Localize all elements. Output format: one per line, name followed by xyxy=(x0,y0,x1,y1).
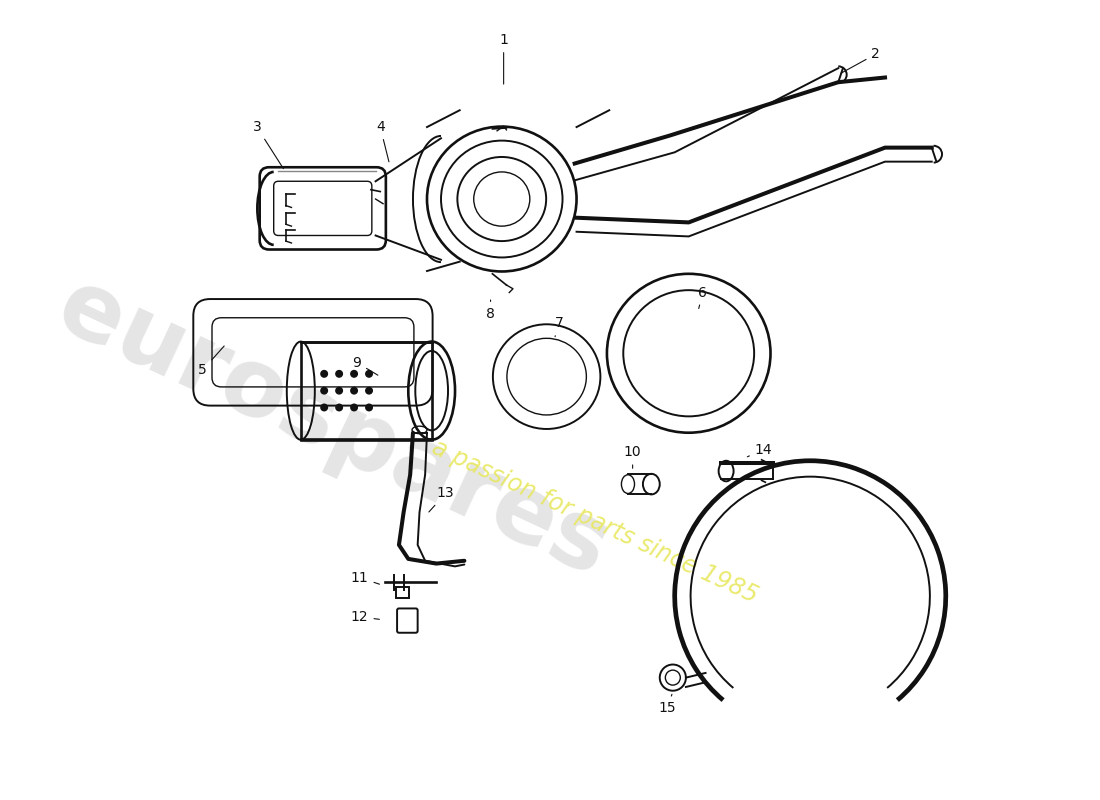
Circle shape xyxy=(351,404,358,410)
Text: 14: 14 xyxy=(747,442,772,457)
Text: 7: 7 xyxy=(556,316,564,337)
Circle shape xyxy=(321,404,328,410)
Text: 3: 3 xyxy=(253,120,284,169)
Text: 5: 5 xyxy=(198,346,224,377)
Text: 2: 2 xyxy=(840,47,880,74)
Text: eurospares: eurospares xyxy=(43,260,624,596)
Circle shape xyxy=(321,387,328,394)
Circle shape xyxy=(351,370,358,377)
Text: a passion for parts since 1985: a passion for parts since 1985 xyxy=(429,435,762,608)
Circle shape xyxy=(336,370,342,377)
Text: 10: 10 xyxy=(624,446,641,468)
Circle shape xyxy=(336,387,342,394)
Circle shape xyxy=(321,370,328,377)
Text: 13: 13 xyxy=(429,486,454,512)
Circle shape xyxy=(336,404,342,410)
Text: 11: 11 xyxy=(351,570,380,585)
Text: 1: 1 xyxy=(499,33,508,84)
Circle shape xyxy=(351,387,358,394)
Text: 6: 6 xyxy=(698,286,707,309)
Text: 12: 12 xyxy=(351,610,380,624)
Circle shape xyxy=(366,404,372,410)
Text: 9: 9 xyxy=(352,356,378,375)
Text: 4: 4 xyxy=(376,120,389,162)
Text: 15: 15 xyxy=(659,694,676,715)
Circle shape xyxy=(366,370,372,377)
Text: 8: 8 xyxy=(486,300,495,321)
Circle shape xyxy=(366,387,372,394)
